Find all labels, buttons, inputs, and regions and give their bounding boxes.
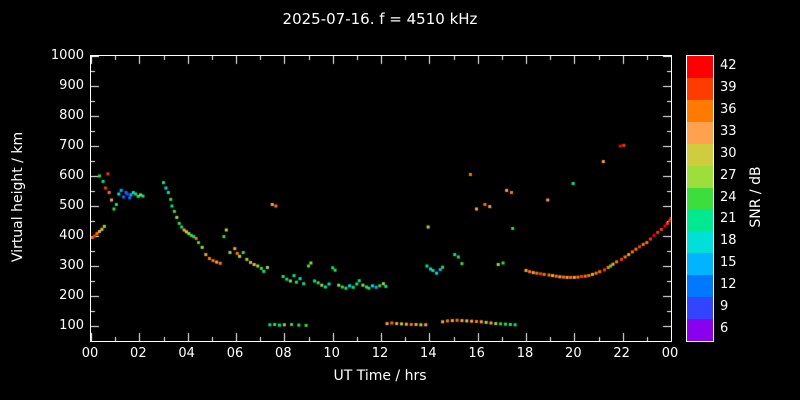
colorbar-tick-label: 12: [720, 277, 737, 293]
colorbar-tick-label: 36: [720, 101, 737, 117]
colorbar-tick-label: 18: [720, 233, 737, 249]
colorbar-tick-label: 21: [720, 211, 737, 227]
colorbar-tick-label: 6: [720, 321, 729, 337]
y-axis-label: Virtual height / km: [10, 131, 26, 263]
x-tick-label: 00: [661, 346, 679, 361]
colorbar-segment: [687, 275, 713, 298]
colorbar-tick-label: 9: [720, 299, 729, 315]
colorbar-segment: [687, 297, 713, 320]
colorbar-segment: [687, 209, 713, 232]
x-axis-label: UT Time / hrs: [333, 368, 427, 384]
colorbar-segment: [687, 187, 713, 210]
colorbar-segment: [687, 99, 713, 122]
x-tick-label: 20: [565, 346, 582, 361]
y-tick-label: 400: [59, 228, 84, 243]
y-tick-label: 1000: [50, 48, 84, 63]
y-tick-label: 300: [59, 258, 84, 273]
x-tick-label: 22: [613, 346, 630, 361]
y-tick-label: 200: [59, 288, 84, 303]
chart-title: 2025-07-16. f = 4510 kHz: [282, 10, 478, 28]
colorbar-segment: [687, 143, 713, 166]
y-tick-label: 900: [59, 78, 84, 93]
colorbar-segment: [687, 121, 713, 144]
y-tick-label: 600: [59, 168, 84, 183]
colorbar-segment: [687, 77, 713, 100]
x-tick-label: 08: [275, 346, 292, 361]
colorbar-tick-label: 30: [720, 145, 737, 161]
x-tick-label: 12: [371, 346, 389, 361]
y-tick-label: 700: [59, 138, 84, 153]
colorbar-segment: [687, 319, 713, 341]
colorbar-tick-label: 33: [720, 123, 737, 139]
x-tick-label: 10: [323, 346, 340, 361]
colorbar-segment: [687, 56, 713, 78]
y-tick-label: 500: [59, 198, 84, 213]
colorbar-segment: [687, 231, 713, 254]
colorbar-tick-label: 42: [720, 57, 737, 73]
colorbar-segment: [687, 253, 713, 276]
x-tick-label: 02: [130, 346, 147, 361]
x-tick-label: 14: [420, 346, 437, 361]
x-tick-label: 04: [178, 346, 195, 361]
colorbar-tick-label: 27: [720, 167, 737, 183]
plot-area: [90, 55, 672, 342]
x-tick-label: 16: [468, 346, 485, 361]
colorbar-tick-label: 39: [720, 79, 737, 95]
colorbar-axis-label: SNR / dB: [748, 166, 764, 228]
colorbar: [686, 55, 714, 342]
y-tick-label: 800: [59, 108, 84, 123]
x-tick-label: 00: [81, 346, 99, 361]
x-tick-label: 06: [226, 346, 244, 361]
scatter-canvas: [91, 56, 671, 341]
colorbar-tick-label: 15: [720, 255, 737, 271]
colorbar-tick-label: 24: [720, 189, 737, 205]
colorbar-segment: [687, 165, 713, 188]
y-tick-label: 100: [59, 318, 84, 333]
x-tick-label: 18: [516, 346, 534, 361]
